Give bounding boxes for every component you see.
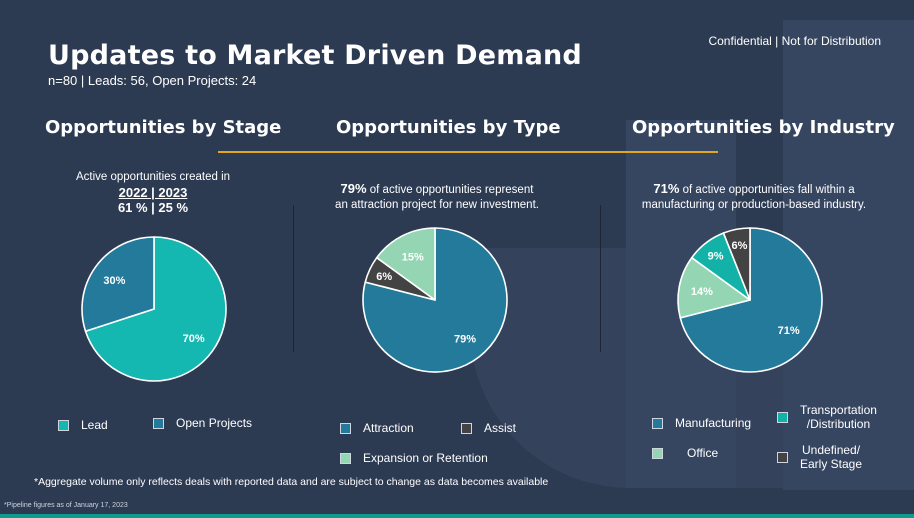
pie-slice-expansion-or-retention: [375, 227, 436, 301]
section-title-type: Opportunities by Type: [336, 117, 561, 138]
legend-swatch-open-projects: [153, 417, 164, 429]
legend-swatch-manufacturing: [652, 417, 663, 429]
industry-note-pct: 71%: [653, 181, 680, 196]
page-title: Updates to Market Driven Demand: [48, 40, 582, 71]
pie-chart-stage: 70% 30%: [81, 236, 227, 382]
pie-data-label: 79%: [454, 334, 476, 346]
legend-label-transportation: Transportation /Distribution: [800, 403, 877, 431]
type-note-line2: an attraction project for new investment…: [335, 199, 539, 211]
legend-label-office: Office: [687, 446, 719, 460]
industry-note-rest: of active opportunities fall within a: [679, 184, 855, 196]
industry-note: 71% of active opportunities fall within …: [620, 181, 888, 213]
legend-item-lead: Lead: [58, 418, 108, 432]
pie-data-label: 15%: [402, 251, 424, 263]
stage-note: Active opportunities created in 2022 | 2…: [53, 170, 253, 215]
section-title-stage: Opportunities by Stage: [45, 117, 282, 138]
pie-slice-undefined-early-stage: [722, 227, 751, 301]
legend-item-manufacturing: Manufacturing: [652, 416, 751, 430]
pie-slice-manufacturing: [679, 227, 823, 373]
legend-swatch-lead: [58, 419, 69, 431]
footnote: *Aggregate volume only reflects deals wi…: [34, 476, 549, 488]
legend-swatch-assist: [461, 422, 472, 434]
industry-note-line2: manufacturing or production-based indust…: [641, 199, 867, 211]
column-separator-2: [600, 205, 601, 352]
legend-swatch-office: [652, 447, 663, 459]
page-subtitle: n=80 | Leads: 56, Open Projects: 24: [48, 73, 257, 88]
pie-slice-lead: [84, 236, 227, 382]
legend-item-attraction: Attraction: [340, 421, 414, 435]
legend-swatch-transportation: [777, 411, 788, 423]
legend-item-open-projects: Open Projects: [153, 416, 252, 430]
pie-data-label: 6%: [376, 271, 392, 283]
pie-slice-office: [677, 256, 751, 319]
legend-label-manufacturing: Manufacturing: [675, 416, 752, 430]
pie-data-label: 30%: [103, 275, 125, 287]
type-note-pct: 79%: [340, 181, 367, 196]
bottom-accent-bar: [0, 514, 914, 518]
legend-label-expansion: Expansion or Retention: [363, 451, 488, 465]
pie-data-label: 9%: [708, 251, 724, 263]
type-note: 79% of active opportunities represent an…: [307, 181, 567, 213]
legend-label-lead: Lead: [81, 418, 108, 432]
legend-item-transportation: Transportation /Distribution: [777, 403, 877, 431]
stage-note-line1: Active opportunities created in: [75, 171, 231, 183]
type-note-rest: of active opportunities represent: [366, 184, 534, 196]
pie-chart-industry: 71% 14% 9% 6%: [677, 227, 823, 373]
pie-slice-open-projects: [81, 236, 155, 333]
legend-item-expansion: Expansion or Retention: [340, 451, 488, 465]
pie-data-label: 71%: [778, 325, 800, 337]
legend-label-transportation-line1: Transportation: [800, 403, 877, 417]
legend-label-open-projects: Open Projects: [176, 416, 253, 430]
legend-label-undefined-line2: Early Stage: [800, 457, 863, 471]
pie-data-label: 14%: [691, 286, 713, 298]
legend-label-transportation-line2: /Distribution: [806, 417, 871, 431]
section-title-industry: Opportunities by Industry: [632, 117, 895, 138]
legend-item-undefined: Undefined/ Early Stage: [777, 443, 862, 471]
legend-label-undefined-line1: Undefined/: [802, 443, 861, 457]
pie-data-label: 6%: [732, 240, 748, 252]
legend-swatch-expansion: [340, 452, 351, 464]
legend-label-assist: Assist: [484, 421, 517, 435]
column-separator-1: [293, 205, 294, 352]
legend-item-office: Office: [652, 446, 718, 460]
legend-item-assist: Assist: [461, 421, 516, 435]
legend-label-undefined: Undefined/ Early Stage: [800, 443, 862, 471]
legend-swatch-undefined: [777, 451, 788, 463]
legend-label-attraction: Attraction: [363, 421, 414, 435]
legend-swatch-attraction: [340, 422, 351, 434]
pie-chart-type: 79% 6% 15%: [362, 227, 508, 373]
accent-divider: [218, 151, 718, 153]
stage-note-pcts: 61 % | 25 %: [117, 200, 189, 215]
confidential-label: Confidential | Not for Distribution: [708, 34, 881, 48]
pie-data-label: 70%: [183, 333, 205, 345]
pipeline-note: *Pipeline figures as of January 17, 2023: [4, 502, 128, 509]
stage-note-years: 2022 | 2023: [118, 185, 188, 200]
